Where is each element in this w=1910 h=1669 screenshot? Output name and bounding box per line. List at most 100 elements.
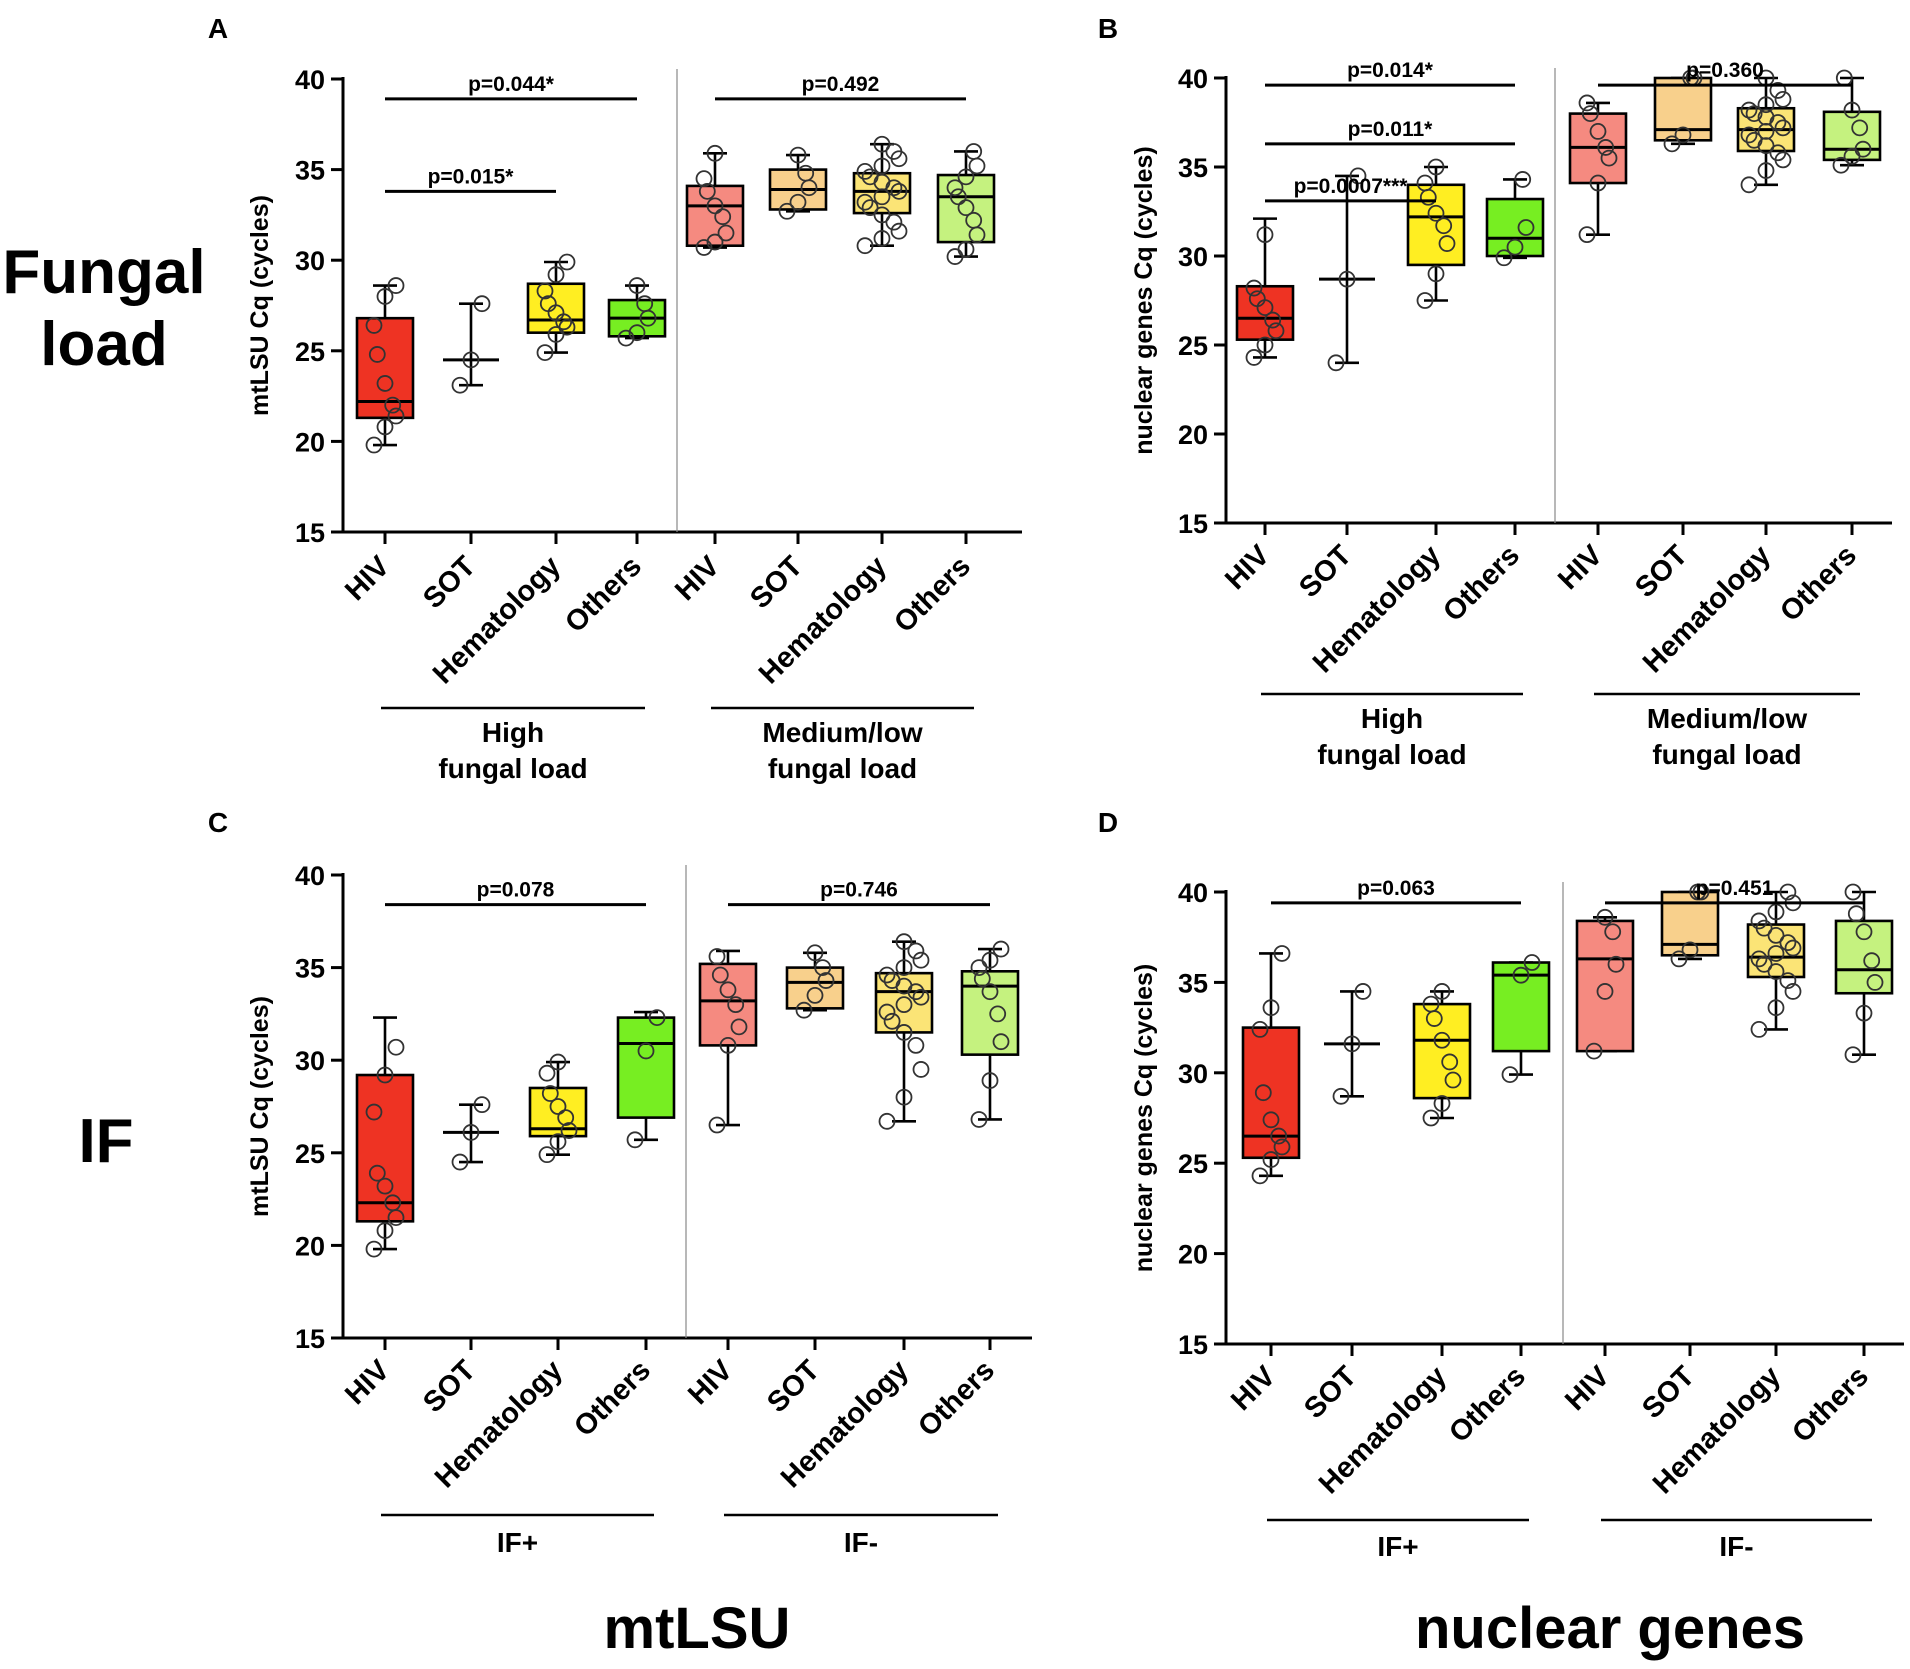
group-label: Medium/low fungal load [1647,703,1807,770]
data-point [1262,1151,1280,1168]
data-point [617,329,635,347]
x-category-label: SOT [417,1354,482,1419]
data-point [981,1072,999,1089]
row-label-if: IF [78,1107,133,1176]
data-point [1689,883,1707,901]
column-label-nuclear-genes: nuclear genes [1415,1596,1805,1661]
panel-letter: D [1098,807,1118,838]
data-point [1270,1127,1288,1145]
row-label-fungal-load: Fungal load [2,238,205,379]
data-point [1332,1087,1350,1105]
y-tick-label: 30 [1178,1059,1208,1089]
x-category-label: Others [1437,539,1526,628]
data-point [1607,955,1625,973]
data-point [895,996,913,1014]
data-point [885,213,903,231]
data-point [1589,174,1607,192]
y-tick-label: 30 [1178,242,1208,272]
x-category-label: SOT [417,550,482,615]
data-point [981,983,999,1001]
data-point [1416,174,1434,192]
data-point [856,193,874,211]
data-point [814,959,832,976]
x-category-label: HIV [1225,1360,1282,1417]
data-point [1578,226,1596,244]
data-point [706,233,724,251]
data-point [473,1096,491,1114]
data-point [1438,235,1456,252]
data-point [895,959,913,976]
data-point [1866,974,1884,991]
data-point [536,344,554,362]
data-point [1578,94,1596,112]
data-point [1600,149,1618,167]
box-rect [355,1073,415,1223]
data-point [973,970,991,988]
box-hiv: HIV [669,144,745,607]
data-point [1585,1042,1603,1060]
y-tick-label: 15 [295,518,325,548]
data-point [992,940,1010,958]
data-point [727,996,745,1014]
y-tick-label: 20 [1178,420,1208,450]
data-point [1254,1084,1272,1102]
box-rect [616,1016,676,1119]
data-point [1851,119,1869,137]
data-point [861,199,879,217]
box-rect [1235,284,1295,341]
data-point [1745,105,1763,122]
p-value-label: p=0.746 [820,879,898,902]
data-point [957,199,975,217]
data-point [878,1112,896,1130]
box-rect [1575,919,1635,1053]
data-point [541,1085,559,1102]
data-point [1427,204,1445,222]
data-point [890,222,908,240]
box-hiv: HIV [1225,945,1301,1417]
data-point [873,135,891,153]
x-category-label: HIV [1559,1360,1616,1417]
data-point [626,1131,644,1149]
data-point [376,1066,394,1084]
data-point [1740,176,1758,194]
p-value-label: p=0.078 [477,879,555,902]
data-point [695,170,713,188]
data-point [1273,1138,1291,1156]
y-tick-label: 30 [295,1046,325,1076]
data-point [789,193,807,211]
data-point [912,988,930,1006]
data-point [730,1018,748,1036]
p-value-label: p=0.360 [1686,59,1764,82]
y-tick-label: 35 [1178,153,1208,183]
data-point [1681,941,1699,959]
data-point [965,211,983,229]
data-point [1512,966,1530,984]
box-hiv: HIV [682,948,758,1411]
data-point [714,208,732,226]
data-point [1433,1031,1451,1049]
panel-b: B 15 20 25 30 35 40 nuclear genes Cq (cycles) HI… [1098,13,1892,770]
data-point [1779,934,1797,952]
x-category-label: SOT [1636,1360,1701,1425]
data-point [1863,952,1881,970]
y-tick-label: 20 [295,1231,325,1261]
y-tick-label: 30 [295,246,325,276]
data-point [1427,265,1445,283]
data-point [1273,945,1291,962]
p-value-label: p=0.063 [1357,877,1435,900]
data-point [365,317,383,334]
data-point [1750,912,1768,930]
data-point [628,324,646,342]
x-category-label: HIV [1552,539,1609,596]
x-category-label: SOT [1293,539,1358,604]
data-point [856,163,874,180]
y-tick-label: 35 [295,954,325,984]
data-point [907,1036,925,1054]
y-tick-label: 40 [1178,64,1208,94]
panel-d: D 15 20 25 30 35 40 nuclear genes Cq (cycles) HI… [1098,807,1904,1562]
data-point [1422,1109,1440,1127]
data-point [778,202,796,220]
data-point [365,436,383,454]
